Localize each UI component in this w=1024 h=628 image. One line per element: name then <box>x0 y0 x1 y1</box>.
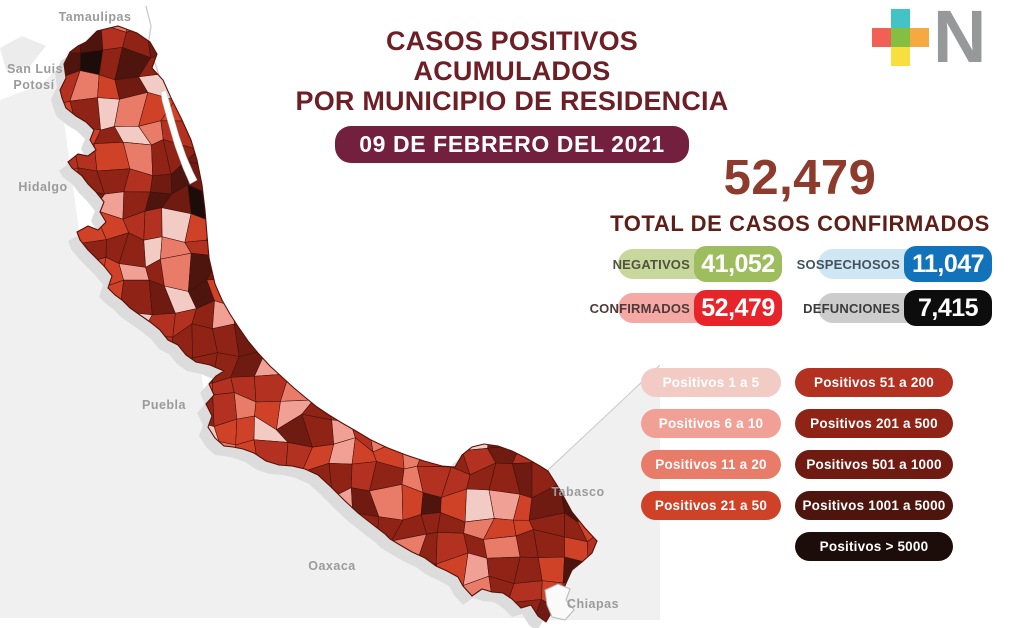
plus-square-left <box>872 28 891 47</box>
legend: Positivos 1 a 5 Positivos 6 a 10 Positiv… <box>641 368 953 561</box>
mas-noticias-logo: N <box>872 0 986 78</box>
stat-value: 52,479 <box>694 290 782 326</box>
stat-label: NEGATIVOS <box>612 256 690 272</box>
stat-value: 11,047 <box>904 246 992 282</box>
header: CASOS POSITIVOS ACUMULADOS POR MUNICIPIO… <box>292 26 732 163</box>
stats-grid: NEGATIVOS 41,052 SOSPECHOSOS 11,047 CONF… <box>589 246 992 326</box>
region-label: Oaxaca <box>308 559 356 573</box>
stat-value: 7,415 <box>904 290 992 326</box>
neighbor-blob-nw <box>0 36 46 70</box>
stat-label: SOSPECHOSOS <box>796 256 900 272</box>
legend-item: Positivos 21 a 50 <box>641 491 781 520</box>
region-label: San Luis <box>7 62 63 76</box>
region-label: Potosí <box>13 78 54 92</box>
region-label: Tamaulipas <box>59 10 132 24</box>
legend-item: Positivos 1001 a 5000 <box>795 491 953 520</box>
total-confirmed-value: 52,479 <box>723 151 877 205</box>
legend-item: Positivos 6 a 10 <box>641 409 781 438</box>
chiapas-outline <box>544 583 575 621</box>
neighbor-region-west <box>0 42 539 618</box>
plus-square-top <box>891 9 910 28</box>
total-confirmed-label: TOTAL DE CASOS CONFIRMADOS <box>610 211 990 236</box>
plus-square-center <box>891 28 910 47</box>
tamiahua-lagoon <box>160 89 198 185</box>
legend-item: Positivos > 5000 <box>795 532 953 561</box>
veracruz-choropleth-map: Tamaulipas San Luis Potosí Hidalgo Puebla Oax… <box>0 5 660 628</box>
legend-item: Positivos 201 a 500 <box>795 409 953 438</box>
region-label: Hidalgo <box>18 180 67 194</box>
summary-block: 52,479 TOTAL DE CASOS CONFIRMADOS <box>610 150 990 237</box>
legend-column-right: Positivos 51 a 200 Positivos 201 a 500 P… <box>795 368 953 561</box>
plus-square-right <box>910 28 929 47</box>
neighbor-region-tabasco <box>545 365 660 620</box>
plus-square-bottom <box>891 47 910 66</box>
stat-confirmados: CONFIRMADOS 52,479 <box>589 290 782 326</box>
region-label: Puebla <box>142 398 187 412</box>
stat-label: DEFUNCIONES <box>803 300 900 316</box>
legend-item: Positivos 1 a 5 <box>641 368 781 397</box>
stat-sospechosos: SOSPECHOSOS 11,047 <box>796 246 992 282</box>
legend-item: Positivos 51 a 200 <box>795 368 953 397</box>
region-label: Tabasco <box>551 485 604 499</box>
page-title-line2: POR MUNICIPIO DE RESIDENCIA <box>295 86 729 117</box>
legend-item: Positivos 11 a 20 <box>641 450 781 479</box>
page-title-line1: CASOS POSITIVOS ACUMULADOS <box>385 26 639 87</box>
plus-icon <box>872 9 929 66</box>
stat-negativos: NEGATIVOS 41,052 <box>612 246 782 282</box>
legend-column-left: Positivos 1 a 5 Positivos 6 a 10 Positiv… <box>641 368 781 561</box>
stat-defunciones: DEFUNCIONES 7,415 <box>803 290 992 326</box>
date-banner: 09 DE FEBRERO DEL 2021 <box>335 125 689 163</box>
logo-letter-n: N <box>933 0 986 78</box>
state-outline <box>59 25 598 623</box>
region-label: Chiapas <box>567 597 619 611</box>
stat-label: CONFIRMADOS <box>589 300 690 316</box>
stat-value: 41,052 <box>694 246 782 282</box>
legend-item: Positivos 501 a 1000 <box>795 450 953 479</box>
